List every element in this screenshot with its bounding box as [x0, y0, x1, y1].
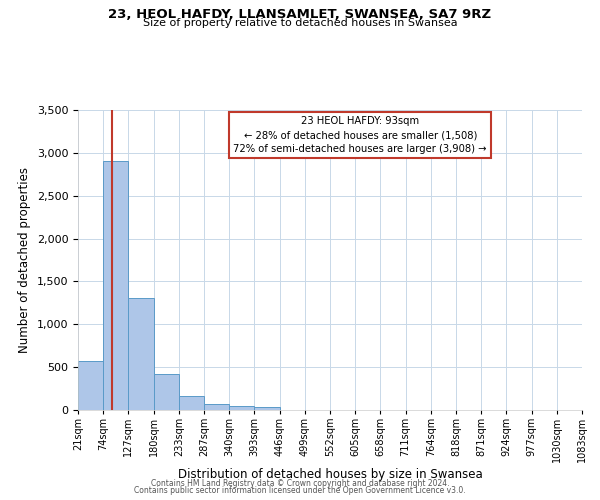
Bar — [179, 396, 204, 410]
Bar — [229, 406, 254, 410]
Text: 23, HEOL HAFDY, LLANSAMLET, SWANSEA, SA7 9RZ: 23, HEOL HAFDY, LLANSAMLET, SWANSEA, SA7… — [109, 8, 491, 20]
Text: Contains public sector information licensed under the Open Government Licence v3: Contains public sector information licen… — [134, 486, 466, 495]
X-axis label: Distribution of detached houses by size in Swansea: Distribution of detached houses by size … — [178, 468, 482, 481]
Bar — [128, 298, 154, 410]
Bar — [78, 360, 103, 410]
Bar — [154, 374, 179, 410]
Text: 23 HEOL HAFDY: 93sqm
← 28% of detached houses are smaller (1,508)
72% of semi-de: 23 HEOL HAFDY: 93sqm ← 28% of detached h… — [233, 116, 487, 154]
Bar — [103, 162, 128, 410]
Bar — [204, 404, 229, 410]
Text: Contains HM Land Registry data © Crown copyright and database right 2024.: Contains HM Land Registry data © Crown c… — [151, 478, 449, 488]
Bar — [254, 406, 280, 410]
Text: Size of property relative to detached houses in Swansea: Size of property relative to detached ho… — [143, 18, 457, 28]
Y-axis label: Number of detached properties: Number of detached properties — [18, 167, 31, 353]
